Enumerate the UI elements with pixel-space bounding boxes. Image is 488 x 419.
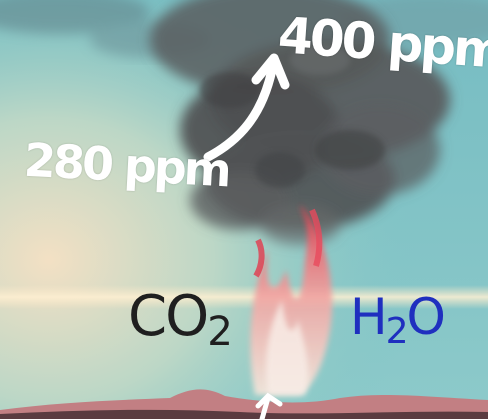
co2-main-text: CO <box>128 284 209 349</box>
flame <box>250 205 333 395</box>
h2o-h-text: H <box>350 288 388 346</box>
horizon-light <box>0 285 488 309</box>
label-h2o: H2O <box>350 288 446 352</box>
increase-arrow <box>203 65 277 162</box>
upward-arrow-bottom <box>255 392 283 419</box>
h2o-o-text: O <box>406 288 446 346</box>
h2o-subscript: 2 <box>385 311 409 352</box>
ground <box>0 389 488 419</box>
smoke-texture <box>200 45 385 188</box>
label-280-ppm: 280 ppm <box>22 132 231 198</box>
increase-arrowhead <box>251 53 290 90</box>
co2-subscript: 2 <box>207 308 233 356</box>
label-co2: CO2 <box>128 284 233 356</box>
